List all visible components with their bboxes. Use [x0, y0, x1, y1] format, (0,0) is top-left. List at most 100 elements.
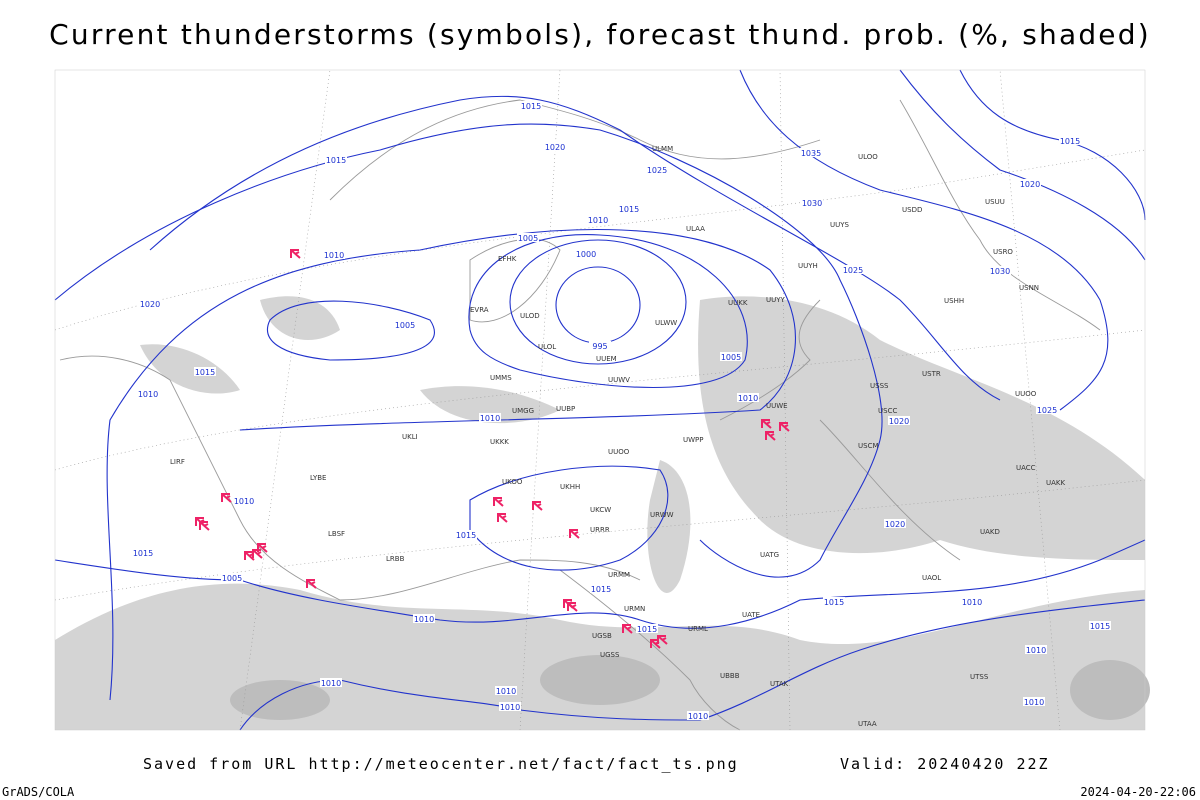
- grid-line: [999, 69, 1061, 731]
- isobar-label: 1020: [885, 520, 905, 529]
- station-label: UWPP: [683, 436, 704, 444]
- grid-line: [54, 479, 1146, 601]
- station-label: UKLI: [402, 433, 418, 441]
- label-bg: [325, 155, 347, 164]
- shade-area: [540, 655, 660, 705]
- grid-line: [54, 149, 1146, 331]
- station-label: UATE: [742, 611, 760, 619]
- thunderstorm-symbol: [306, 579, 317, 589]
- station-label: URML: [688, 625, 708, 633]
- station-label: LYBE: [310, 474, 326, 482]
- thunderstorm-symbol: [657, 635, 668, 645]
- isobar-label: 1005: [518, 234, 538, 243]
- thunderstorm-symbol: [290, 249, 301, 259]
- timestamp: 2024-04-20-22:06: [1080, 785, 1196, 799]
- label-bg: [517, 233, 539, 242]
- label-bg: [587, 215, 609, 224]
- label-bg: [989, 266, 1011, 275]
- isobar: [106, 228, 797, 701]
- shade-area: [698, 296, 1145, 560]
- isobar-label: 1005: [222, 574, 242, 583]
- isobar: [739, 69, 1109, 411]
- coastline: [469, 238, 561, 323]
- isobar: [469, 465, 669, 571]
- label-bg: [495, 686, 517, 695]
- shade-area: [420, 386, 560, 424]
- label-bg: [823, 597, 845, 606]
- isobar-label: 1025: [1037, 406, 1057, 415]
- station-label: URMM: [608, 571, 630, 579]
- thunderstorm-symbol: [761, 419, 772, 429]
- station-label: UAKD: [980, 528, 1000, 536]
- coastline: [329, 99, 821, 201]
- label-bg: [884, 519, 906, 528]
- label-bg: [520, 101, 542, 110]
- isobar-label: 1005: [721, 353, 741, 362]
- isobar-label: 1010: [138, 390, 158, 399]
- label-bg: [323, 250, 345, 259]
- station-label: USCC: [878, 407, 897, 415]
- label-bg: [1036, 405, 1058, 414]
- map-frame: [54, 69, 1146, 731]
- thunderstorm-symbol: [569, 529, 580, 539]
- label-bg: [221, 573, 243, 582]
- isobar-label: 1010: [480, 414, 500, 423]
- valid-time: Valid: 20240420 22Z: [840, 755, 1050, 773]
- map-labels: 1015 1020 1025 1035 1015 1020 1030 1015 1015 1010…: [132, 101, 1111, 728]
- isobar-label: 1015: [637, 625, 657, 634]
- coastline: [59, 355, 641, 601]
- isobar-label: 1015: [521, 102, 541, 111]
- label-bg: [132, 548, 154, 557]
- station-label: UUBP: [556, 405, 575, 413]
- station-label: USNN: [1019, 284, 1039, 292]
- isobar-label: 1010: [1024, 698, 1044, 707]
- label-bg: [646, 165, 668, 174]
- isobar-label: 1015: [824, 598, 844, 607]
- station-label: UUOO: [1015, 390, 1037, 398]
- thunderstorm-symbol: [622, 624, 633, 634]
- label-bg: [1023, 697, 1045, 706]
- isobar-label: 1030: [990, 267, 1010, 276]
- isobar-label: 1010: [414, 615, 434, 624]
- isobar-label: 1010: [738, 394, 758, 403]
- station-label: UAKK: [1046, 479, 1066, 487]
- label-bg: [1019, 179, 1041, 188]
- station-label: UUWE: [766, 402, 788, 410]
- label-bg: [394, 320, 416, 329]
- isobar-label: 1010: [234, 497, 254, 506]
- station-label: ULOO: [858, 153, 878, 161]
- station-label: UTAK: [770, 680, 789, 688]
- station-label: UKKK: [490, 438, 509, 446]
- label-bg: [194, 367, 216, 376]
- thunderstorm-symbol: [765, 431, 776, 441]
- isobar-label: 1015: [1060, 137, 1080, 146]
- station-label: ULOL: [538, 343, 556, 351]
- isobar-label: 1010: [962, 598, 982, 607]
- label-bg: [737, 393, 759, 402]
- coastlines: [59, 99, 1101, 731]
- station-label: URRR: [590, 526, 610, 534]
- station-label: USTR: [922, 370, 941, 378]
- station-label: UUYS: [830, 221, 850, 229]
- station-label: ULWW: [655, 319, 677, 327]
- isobar-label: 1030: [802, 199, 822, 208]
- label-bg: [137, 389, 159, 398]
- isobar-label: 1020: [545, 143, 565, 152]
- label-bg: [413, 614, 435, 623]
- station-label: USRO: [993, 248, 1013, 256]
- isobar-label: 1015: [326, 156, 346, 165]
- label-bg: [888, 416, 910, 425]
- isobar-label: 1010: [588, 216, 608, 225]
- station-label: URWW: [650, 511, 674, 519]
- isobar-label: 1015: [591, 585, 611, 594]
- shade-area: [647, 460, 691, 593]
- station-label: UUEM: [596, 355, 617, 363]
- station-label: UGSB: [592, 632, 612, 640]
- shade-area: [230, 680, 330, 720]
- station-label: LIRF: [170, 458, 185, 466]
- station-label: LRBB: [386, 555, 405, 563]
- thunderstorm-symbol: [532, 501, 543, 511]
- isobar-label: 1015: [195, 368, 215, 377]
- coastline: [719, 299, 821, 421]
